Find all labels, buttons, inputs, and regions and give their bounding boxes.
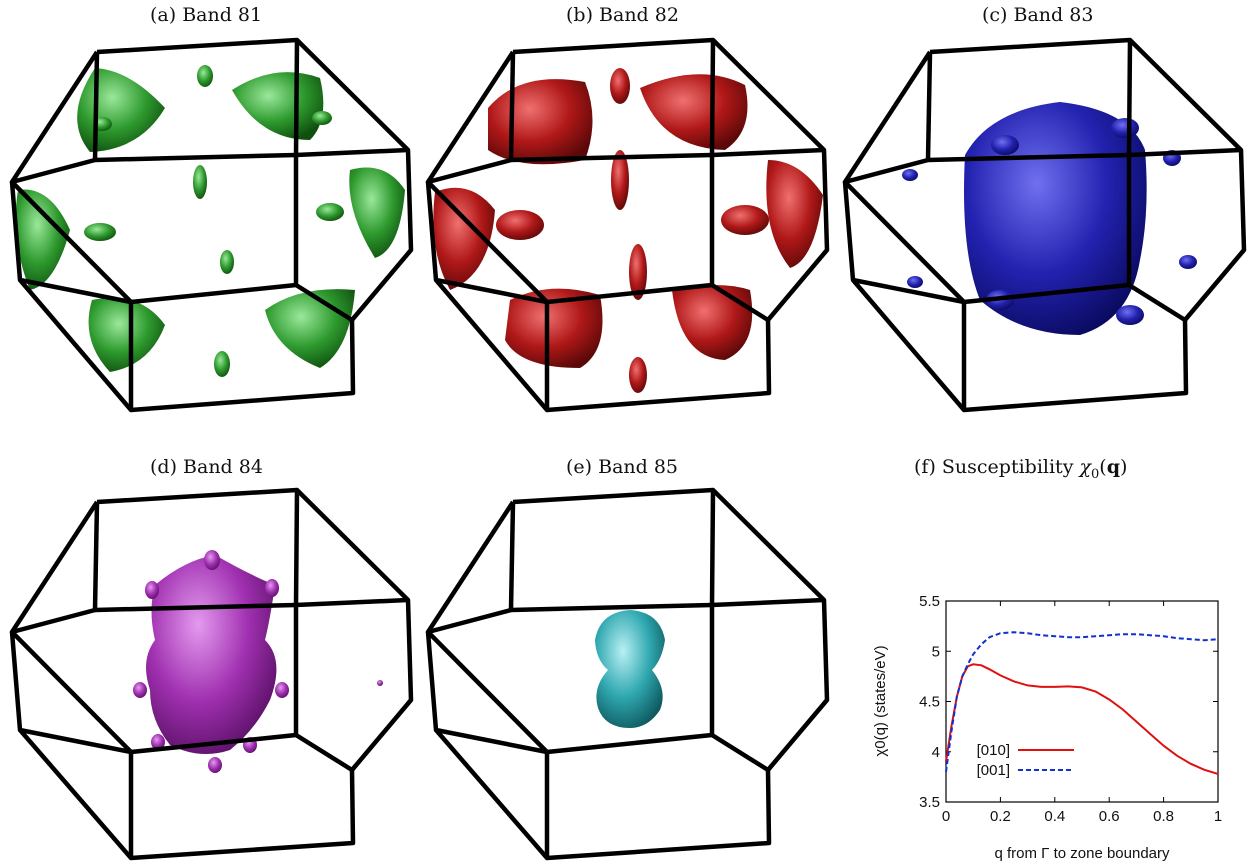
y-tick-label: 4.5 <box>919 694 940 711</box>
x-tick-label: 1 <box>1214 808 1222 825</box>
series-line-2 <box>945 631 1219 773</box>
chart-legend: [010] [001] <box>977 742 1074 779</box>
y-axis-ticks: 3.5 4 4.5 5 5.5 <box>919 593 1218 811</box>
panel-d-brillouin-zone <box>9 487 414 861</box>
x-tick-label: 0.6 <box>1099 808 1120 825</box>
panel-c-brillouin-zone <box>842 37 1247 413</box>
panel-e-brillouin-zone <box>425 487 830 861</box>
panel-f-title: (f) Susceptibility χ0(q) <box>914 456 1128 482</box>
x-axis-ticks: 0 0.2 0.4 0.6 0.8 1 <box>942 601 1222 825</box>
panel-d-title: (d) Band 84 <box>150 456 263 478</box>
y-axis-label: χ0(q) (states/eV) <box>872 645 889 756</box>
legend-label-1: [010] <box>977 742 1010 759</box>
panel-b-fermi-surface <box>433 68 823 393</box>
x-tick-label: 0.8 <box>1153 808 1174 825</box>
y-tick-label: 3.5 <box>919 794 940 811</box>
panel-b-title: (b) Band 82 <box>566 4 679 26</box>
panel-e-title: (e) Band 85 <box>566 456 679 478</box>
panel-a-brillouin-zone <box>9 37 414 413</box>
y-tick-label: 5 <box>932 643 940 660</box>
legend-label-2: [001] <box>977 762 1010 779</box>
x-tick-label: 0.2 <box>990 808 1011 825</box>
panel-e-fermi-surface <box>595 610 665 728</box>
x-axis-label: q from Γ to zone boundary <box>994 845 1170 862</box>
panel-b-brillouin-zone <box>425 37 830 413</box>
x-tick-label: 0.4 <box>1044 808 1065 825</box>
panel-a-title: (a) Band 81 <box>150 4 263 26</box>
chart-series <box>945 631 1219 775</box>
x-tick-label: 0 <box>942 808 950 825</box>
y-tick-label: 4 <box>932 744 940 761</box>
susceptibility-chart: 3.5 4 4.5 5 5.5 0 0.2 0.4 0.6 0.8 1 [010] [001] q … <box>872 593 1222 862</box>
panel-a-fermi-surface <box>15 65 405 377</box>
y-tick-label: 5.5 <box>919 593 940 610</box>
panel-c-title: (c) Band 83 <box>982 4 1094 26</box>
